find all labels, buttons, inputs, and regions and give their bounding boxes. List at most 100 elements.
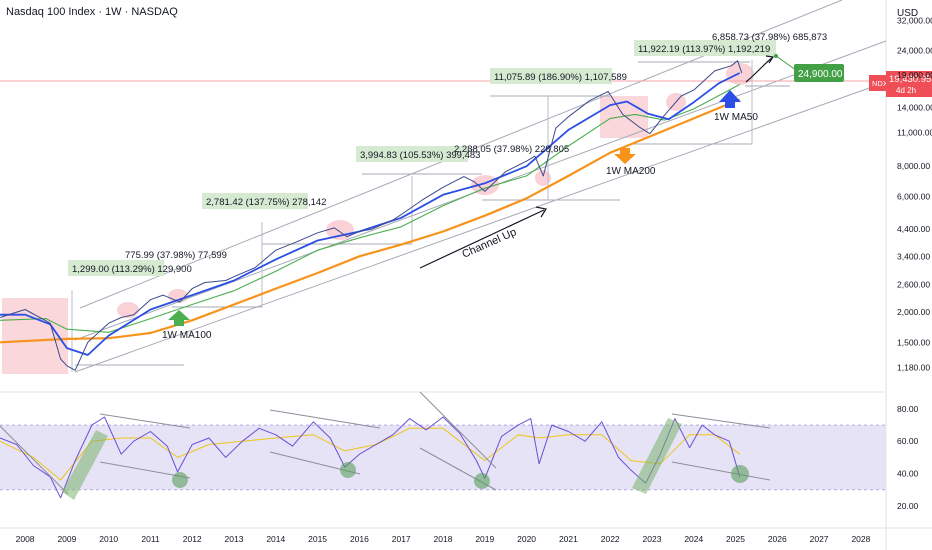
measure-label: 6,858.73 (37.98%) 685,873 — [712, 32, 827, 43]
time-tick-label: 2008 — [16, 534, 35, 544]
time-tick-label: 2017 — [392, 534, 411, 544]
price-tick-label: 19,000.00 — [897, 70, 932, 80]
price-axis-ticks: 32,000.00 24,000.00 19,000.00 14,000.00 11,0… — [897, 15, 932, 372]
rsi-trend-line — [99, 413, 191, 429]
rsi-tick-label: 40.00 — [897, 469, 919, 479]
ma200-label: 1W MA200 — [606, 166, 656, 177]
time-tick-label: 2015 — [308, 534, 327, 544]
symbol-tag-label: NDX — [872, 79, 888, 88]
price-tick-label: 1,500.00 — [897, 337, 930, 347]
rsi-low-marker — [731, 465, 749, 483]
price-tick-label: 6,000.00 — [897, 192, 930, 202]
time-tick-label: 2026 — [768, 534, 787, 544]
measure-box — [68, 260, 164, 276]
currency-label: USD — [897, 8, 918, 19]
rsi-tick-label: 20.00 — [897, 501, 919, 511]
price-tick-label: 32,000.00 — [897, 15, 932, 25]
channel-lower-line — [74, 81, 887, 373]
time-tick-label: 2024 — [684, 534, 703, 544]
time-tick-label: 2021 — [559, 534, 578, 544]
rsi-line — [0, 416, 741, 499]
rsi-tick-label: 60.00 — [897, 436, 919, 446]
chart-title: Nasdaq 100 Index · 1W · NASDAQ — [6, 6, 178, 18]
time-axis-ticks: 2008 2009 2010 2011 2012 2013 2014 2015 2016 2017… — [16, 534, 871, 544]
measure-box — [202, 193, 308, 209]
target-label: 24,900.00 — [798, 69, 843, 80]
rsi-trend-line — [269, 409, 381, 429]
ma200-arrow-icon — [614, 148, 636, 164]
price-tag — [886, 71, 932, 97]
time-tick-label: 2028 — [851, 534, 870, 544]
rsi-band — [0, 425, 886, 490]
rsi-trend-line — [0, 425, 69, 495]
symbol-tag — [869, 75, 886, 91]
channel-arrow-icon — [419, 209, 545, 269]
price-tag-countdown: 4d 2h — [896, 86, 916, 95]
rsi-trend-line — [671, 461, 771, 481]
time-tick-label: 2022 — [601, 534, 620, 544]
rsi-trend-line — [419, 391, 497, 469]
price-tick-label: 24,000.00 — [897, 46, 932, 56]
projection-arrow-icon — [745, 57, 773, 83]
measure-label: 3,994.83 (105.53%) 399,483 — [360, 150, 480, 161]
ma100-label: 1W MA100 — [162, 330, 212, 341]
rsi-axis-ticks: 80.00 60.00 40.00 20.00 — [897, 404, 919, 511]
target-box — [794, 64, 844, 82]
measure-label: 775.99 (37.98%) 77,599 — [125, 250, 227, 261]
rsi-series-group — [0, 416, 741, 499]
time-tick-label: 2025 — [726, 534, 745, 544]
rsi-low-marker — [474, 473, 490, 489]
price-tick-label: 2,000.00 — [897, 307, 930, 317]
price-tick-label: 11,000.00 — [897, 128, 932, 138]
projection-arrow-head-icon — [765, 55, 775, 64]
time-tick-label: 2023 — [643, 534, 662, 544]
time-tick-label: 2012 — [183, 534, 202, 544]
rsi-low-marker — [340, 462, 356, 478]
ma50-arrow-icon — [719, 90, 741, 108]
crash-zone-2008 — [2, 298, 68, 374]
time-tick-label: 2014 — [266, 534, 285, 544]
measure-label: 11,922.19 (113.97%) 1,192,219 — [638, 44, 770, 55]
measure-label: 2,781.42 (137.75%) 278,142 — [206, 197, 326, 208]
rsi-rally-zone-2009 — [62, 430, 108, 500]
top-circle-2011 — [117, 302, 139, 318]
measure-box — [356, 146, 468, 162]
price-tick-label: 8,000.00 — [897, 161, 930, 171]
ma50-label: 1W MA50 — [714, 112, 758, 123]
price-tick-label: 14,000.00 — [897, 102, 932, 112]
measure-box — [490, 68, 612, 84]
time-tick-label: 2020 — [517, 534, 536, 544]
target-connector — [775, 55, 797, 71]
measure-label: 11,075.89 (186.90%) 1,107,589 — [494, 72, 627, 83]
channel-arrow-head-icon — [535, 206, 547, 218]
price-tick-label: 3,400.00 — [897, 251, 930, 261]
time-tick-label: 2010 — [99, 534, 118, 544]
time-tick-label: 2018 — [434, 534, 453, 544]
ma200-line — [0, 98, 741, 344]
price-tick-label: 4,400.00 — [897, 224, 930, 234]
rsi-rally-zone-2023 — [632, 418, 682, 494]
measure-box — [634, 40, 776, 56]
measure-label: 1,299.00 (113.29%) 129,900 — [72, 264, 192, 275]
time-tick-label: 2009 — [57, 534, 76, 544]
rsi-low-marker — [172, 472, 188, 488]
time-tick-label: 2027 — [810, 534, 829, 544]
ma100-line — [0, 84, 740, 333]
rsi-tick-label: 80.00 — [897, 404, 919, 414]
time-tick-label: 2019 — [475, 534, 494, 544]
time-tick-label: 2011 — [141, 534, 160, 544]
price-series-group — [0, 60, 743, 371]
ma100-arrow-icon — [168, 310, 190, 326]
time-tick-label: 2016 — [350, 534, 369, 544]
top-circle-2020 — [535, 170, 551, 186]
price-tick-label: 1,180.00 — [897, 363, 930, 373]
price-line — [0, 60, 743, 371]
top-circle-2025 — [726, 63, 754, 85]
ma50-line — [0, 72, 741, 356]
rsi-trend-line — [671, 413, 771, 429]
price-tick-label: 2,600.00 — [897, 280, 930, 290]
time-tick-label: 2013 — [225, 534, 244, 544]
price-tag-value: 19,430.95 — [889, 74, 931, 85]
